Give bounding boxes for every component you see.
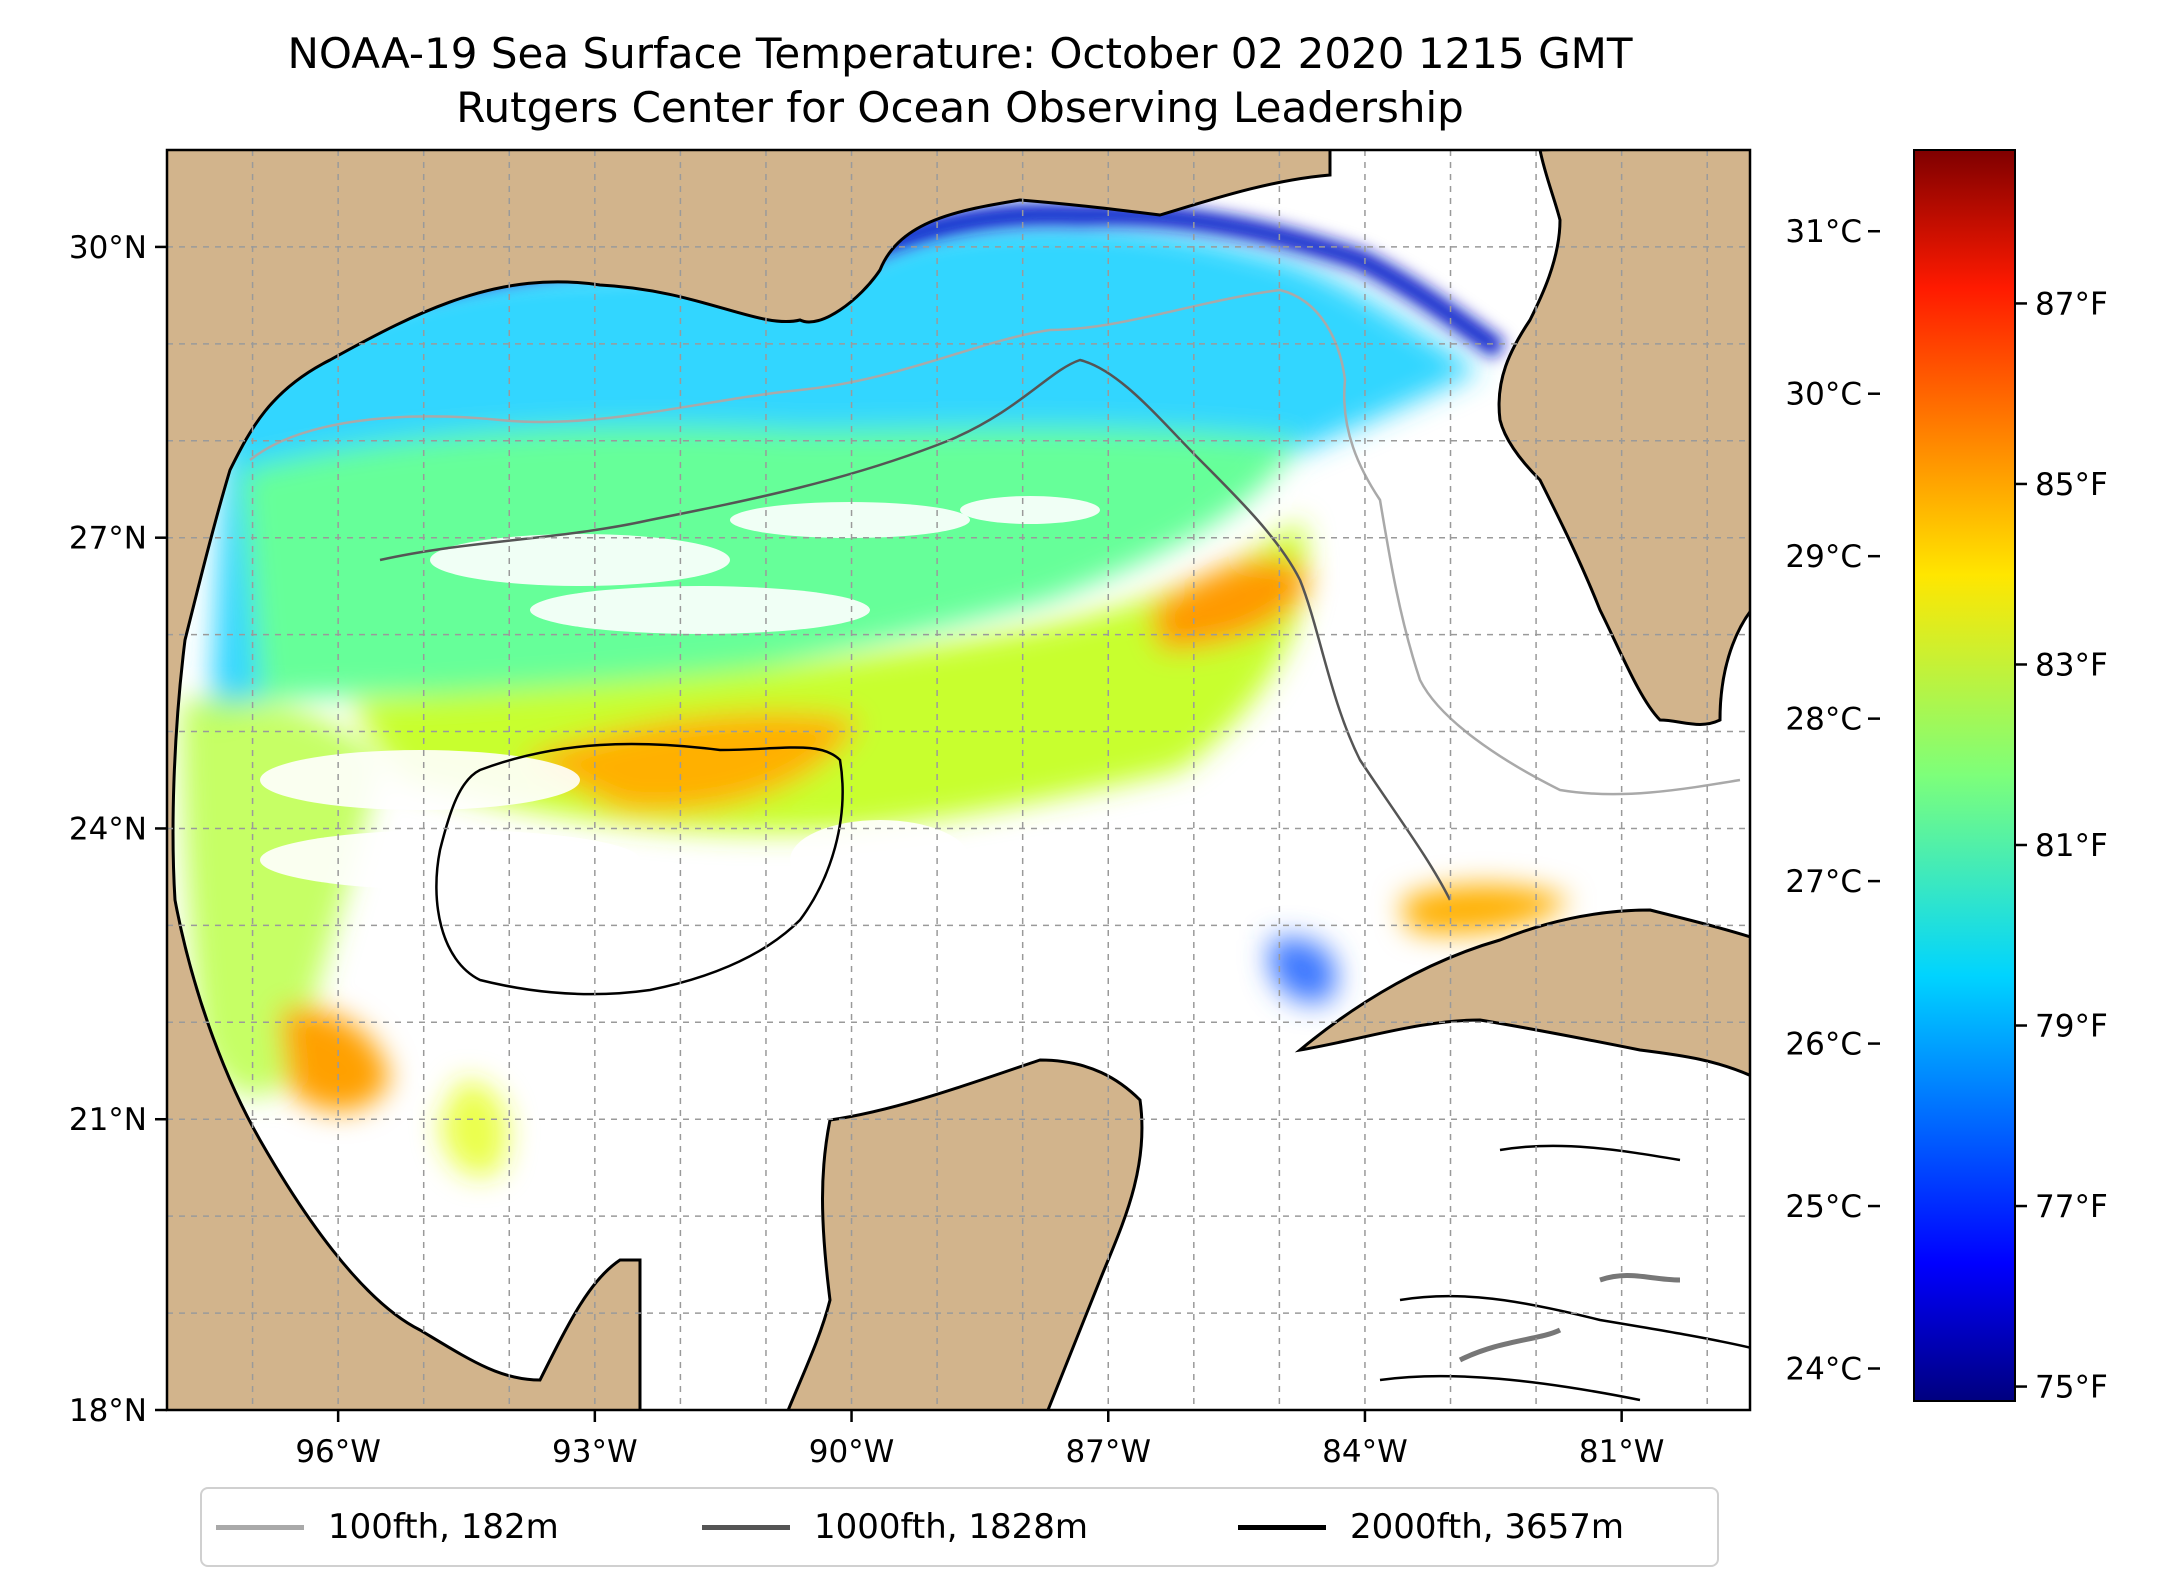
celsius-tick-label: 30°C <box>1785 377 1862 413</box>
contour-100fth <box>249 288 1741 796</box>
fahrenheit-tick-label: 85°F <box>2035 467 2108 503</box>
celsius-tick-label: 28°C <box>1785 702 1862 738</box>
celsius-tick-label: 31°C <box>1785 214 1862 250</box>
lon-tick-label: 87°W <box>1065 1434 1151 1470</box>
longitude-axis: 96°W 93°W 90°W 87°W 84°W 81°W <box>295 1410 1664 1470</box>
legend-label: 100fth, 182m <box>328 1507 559 1547</box>
contour-caribbean <box>1379 1144 1750 1402</box>
colorbar-fahrenheit-axis: 87°F 85°F 83°F 81°F 79°F 77°F 75°F <box>2015 286 2108 1406</box>
celsius-tick-label: 26°C <box>1785 1027 1862 1063</box>
lat-tick-label: 30°N <box>69 230 147 266</box>
celsius-tick-label: 27°C <box>1785 864 1862 900</box>
contour-caribbean-shallow <box>1458 1273 1681 1363</box>
celsius-tick-label: 25°C <box>1785 1189 1862 1225</box>
contour-legend: 100fth, 182m 1000fth, 1828m 2000fth, 365… <box>200 1487 1719 1567</box>
figure-subtitle: Rutgers Center for Ocean Observing Leade… <box>456 83 1464 132</box>
lon-tick-label: 81°W <box>1579 1434 1665 1470</box>
lat-tick-label: 24°N <box>69 811 147 847</box>
bathymetry-contours <box>249 288 1750 1402</box>
legend-item-2000fth: 2000fth, 3657m <box>1238 1489 1624 1565</box>
lat-tick-label: 27°N <box>69 521 147 557</box>
colorbar-celsius-axis: 31°C 30°C 29°C 28°C 27°C 26°C 25°C 24°C <box>1785 214 1880 1388</box>
land-cuba <box>1294 908 1750 1077</box>
fahrenheit-tick-label: 87°F <box>2035 286 2108 322</box>
land-yucatan <box>786 1058 1144 1410</box>
lon-tick-label: 96°W <box>295 1434 381 1470</box>
fahrenheit-tick-label: 77°F <box>2035 1189 2108 1225</box>
lat-tick-label: 21°N <box>69 1102 147 1138</box>
land-mexico-us <box>167 150 1332 1410</box>
legend-label: 1000fth, 1828m <box>814 1507 1089 1547</box>
fahrenheit-tick-label: 81°F <box>2035 828 2108 864</box>
legend-swatch <box>216 1524 304 1530</box>
fahrenheit-tick-label: 75°F <box>2035 1370 2108 1406</box>
contour-2000fth <box>435 742 844 996</box>
gridlines <box>167 150 1750 1410</box>
fahrenheit-tick-label: 79°F <box>2035 1009 2108 1045</box>
legend-item-100fth: 100fth, 182m <box>216 1489 559 1565</box>
celsius-tick-label: 29°C <box>1785 539 1862 575</box>
figure-title: NOAA-19 Sea Surface Temperature: October… <box>287 29 1633 78</box>
contour-1000fth <box>379 358 1452 901</box>
land-masses <box>167 150 1750 1410</box>
lon-tick-label: 93°W <box>552 1434 638 1470</box>
legend-item-1000fth: 1000fth, 1828m <box>702 1489 1088 1565</box>
sst-imagery <box>180 159 1750 1177</box>
legend-swatch <box>702 1524 790 1530</box>
fahrenheit-tick-label: 83°F <box>2035 647 2108 683</box>
land-florida <box>1497 150 1750 726</box>
lon-tick-label: 90°W <box>809 1434 895 1470</box>
lat-tick-label: 18°N <box>69 1393 147 1429</box>
celsius-tick-label: 24°C <box>1785 1352 1862 1388</box>
latitude-axis: 30°N 27°N 24°N 21°N 18°N <box>69 230 167 1429</box>
map-layers <box>167 150 1750 1410</box>
legend-label: 2000fth, 3657m <box>1350 1507 1625 1547</box>
map-frame <box>165 148 1752 1412</box>
legend-swatch <box>1238 1524 1326 1530</box>
colorbar <box>1913 149 2016 1402</box>
lon-tick-label: 84°W <box>1322 1434 1408 1470</box>
